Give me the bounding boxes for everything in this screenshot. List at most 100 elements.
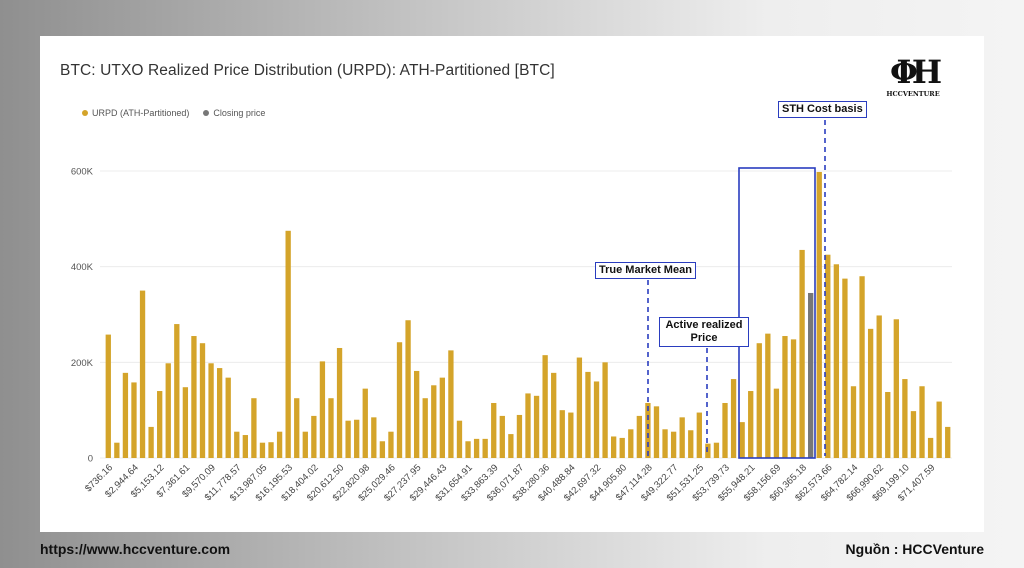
urpd-bar [885, 391, 891, 458]
urpd-bar [285, 230, 291, 458]
urpd-bar [328, 398, 334, 458]
urpd-bar [765, 333, 771, 458]
urpd-bar [867, 328, 874, 458]
urpd-bar [148, 426, 154, 458]
urpd-bar [311, 415, 317, 458]
urpd-bar [388, 431, 394, 458]
urpd-bar [551, 372, 557, 458]
urpd-bar [927, 437, 934, 458]
urpd-bar [251, 398, 257, 458]
logo-text: HCCVENTURE [886, 90, 940, 98]
urpd-bar [396, 342, 403, 458]
urpd-bar [319, 361, 326, 458]
urpd-bar [448, 350, 454, 458]
urpd-bar [859, 276, 865, 458]
y-tick-label: 200K [71, 358, 94, 369]
urpd-bar [593, 381, 600, 458]
urpd-bar [585, 371, 591, 458]
urpd-bar [679, 417, 685, 458]
urpd-bar [371, 417, 377, 458]
urpd-bar [790, 339, 797, 458]
urpd-bar [336, 347, 343, 458]
urpd-bar [268, 442, 274, 458]
urpd-bar [465, 441, 471, 458]
urpd-bar [782, 336, 788, 458]
annotation-sth-cost-basis: STH Cost basis [778, 101, 867, 118]
urpd-bar [670, 431, 677, 458]
annotation-arp-line2: Price [690, 332, 718, 344]
legend-label-urpd: URPD (ATH-Partitioned) [92, 108, 190, 118]
urpd-bar [842, 278, 848, 458]
annotation-active-realized-price: Active realized Price [659, 317, 749, 347]
urpd-bar [225, 377, 231, 458]
urpd-bar [902, 379, 908, 458]
urpd-bar [242, 435, 248, 458]
urpd-bar [825, 254, 831, 458]
urpd-bar [568, 412, 574, 458]
urpd-bar [688, 430, 694, 458]
urpd-bar [696, 412, 702, 458]
urpd-bar [773, 388, 780, 458]
legend-label-closing: Closing price [213, 108, 266, 118]
urpd-bar [619, 437, 625, 458]
urpd-bar [730, 379, 737, 458]
urpd-bar [431, 385, 437, 458]
urpd-bar [945, 426, 951, 458]
urpd-bar [748, 391, 754, 458]
urpd-bar [576, 357, 583, 458]
urpd-bar [636, 415, 643, 458]
urpd-bar [516, 414, 523, 458]
urpd-bar [456, 420, 463, 458]
urpd-bar [602, 362, 608, 458]
footer-url[interactable]: https://www.hccventure.com [40, 541, 231, 557]
urpd-bar [302, 431, 308, 458]
urpd-bar [653, 406, 660, 458]
urpd-bar [439, 377, 445, 458]
urpd-bar [174, 324, 180, 458]
urpd-bar [508, 434, 514, 458]
urpd-bar [182, 387, 189, 458]
y-tick-label: 400K [71, 262, 94, 273]
legend-item-closing[interactable]: Closing price [203, 108, 265, 118]
urpd-bar [833, 264, 840, 458]
urpd-bar [105, 334, 111, 458]
urpd-bar [345, 420, 351, 458]
urpd-bar [739, 422, 745, 458]
urpd-bar [542, 355, 548, 458]
urpd-bar [354, 419, 360, 458]
urpd-bar [139, 290, 146, 458]
urpd-bar [473, 438, 480, 458]
urpd-bar [405, 320, 411, 458]
urpd-bar [645, 402, 651, 458]
legend-dot-closing [203, 110, 210, 116]
urpd-bar [628, 429, 634, 458]
urpd-bar [199, 343, 206, 458]
urpd-bar [713, 442, 720, 458]
urpd-bar [422, 398, 428, 458]
urpd-bar [131, 382, 137, 458]
urpd-bar [191, 336, 197, 458]
legend-item-urpd[interactable]: URPD (ATH-Partitioned) [82, 108, 189, 118]
urpd-bar [756, 343, 762, 458]
chart-legend: URPD (ATH-Partitioned) Closing price [82, 108, 265, 118]
urpd-bar [799, 249, 805, 458]
urpd-bar [114, 442, 120, 458]
urpd-bar [662, 429, 668, 458]
footer-source: Nguồn : HCCVenture [845, 541, 984, 557]
legend-dot-urpd [82, 110, 88, 116]
urpd-bar [533, 395, 540, 458]
urpd-bar [850, 386, 857, 458]
urpd-bar [216, 368, 223, 458]
urpd-bar [499, 415, 505, 458]
highlight-box [738, 167, 816, 459]
urpd-bar [276, 431, 283, 458]
urpd-bar [559, 410, 565, 458]
y-tick-label: 0 [88, 454, 93, 465]
urpd-bar [876, 315, 882, 458]
logo-mark-icon: ΦH [889, 53, 942, 91]
urpd-bar [294, 398, 300, 458]
chart-title: BTC: UTXO Realized Price Distribution (U… [60, 62, 555, 79]
urpd-bar [525, 393, 531, 458]
hccventure-logo: ΦH HCCVENTURE [886, 53, 942, 104]
